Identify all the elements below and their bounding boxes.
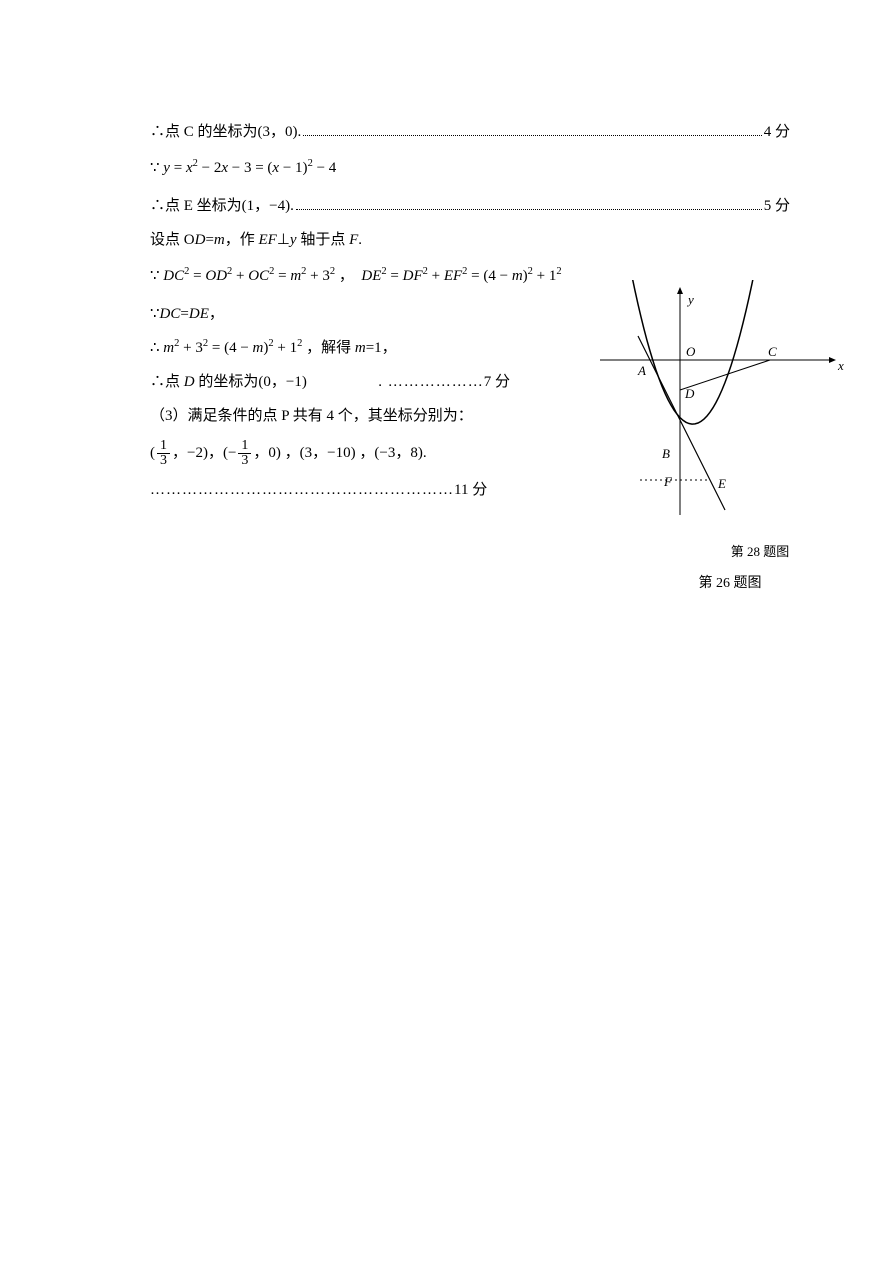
leader-dots: …………………………………………………	[150, 482, 454, 498]
line-final-score: …………………………………………………11 分	[150, 478, 570, 502]
label-O: O	[686, 344, 696, 359]
text: ∵ DC2 = OD2 + OC2 = m2 + 32 ， DE2 = DF2 …	[150, 268, 562, 284]
label-y: y	[686, 292, 694, 307]
text: ∴ m2 + 32 = (4 − m)2 + 12 ，解得 m=1，	[150, 340, 397, 356]
text-column: ∴点 C 的坐标为(3，0). 4 分 ∵ y = x2 − 2x − 3 = …	[150, 120, 570, 502]
line-solve-m: ∴ m2 + 32 = (4 − m)2 + 12 ，解得 m=1，	[150, 336, 570, 360]
text: ∵ y = x2 − 2x − 3 = (x − 1)2 − 4	[150, 160, 336, 176]
caption-28: 第 28 题图	[650, 541, 870, 560]
figure-26: y x O A C D B F E 第 28 题图 第 26 题图	[590, 280, 870, 592]
line-setup: 设点 OD=m，作 EF⊥y 轴于点 F.	[150, 228, 570, 252]
score-mark: 7 分	[484, 370, 510, 394]
label-A: A	[637, 363, 646, 378]
text: （3）满足条件的点 P 共有 4 个，其坐标分别为：	[150, 408, 473, 424]
label-x: x	[837, 358, 844, 373]
label-D: D	[684, 386, 695, 401]
solution-content: ∴点 C 的坐标为(3，0). 4 分 ∵ y = x2 − 2x − 3 = …	[150, 120, 772, 502]
label-E: E	[717, 476, 726, 491]
line-part3: （3）满足条件的点 P 共有 4 个，其坐标分别为：	[150, 404, 570, 428]
text: ∴点 E 坐标为(1，−4).	[150, 194, 294, 218]
score-mark: 5 分	[764, 194, 790, 218]
caption-26: 第 26 题图	[590, 572, 870, 592]
label-F: F	[663, 474, 673, 489]
line-d-coord: ∴点 D 的坐标为(0，−1) . ……………… 7 分	[150, 370, 510, 394]
score-mark: 11 分	[454, 482, 487, 498]
label-C: C	[768, 344, 777, 359]
line-c-coord: ∴点 C 的坐标为(3，0). 4 分	[150, 120, 790, 144]
line-p-coords: (13，−2)，(−13，0) ，(3，−10) ，(−3，8).	[150, 438, 570, 468]
text: ∵DC=DE，	[150, 306, 224, 322]
score-mark: 4 分	[764, 120, 790, 144]
line-dc-de: ∵ DC2 = OD2 + OC2 = m2 + 32 ， DE2 = DF2 …	[150, 264, 570, 288]
parabola-svg: y x O A C D B F E	[590, 280, 850, 540]
leader-dots: . ………………	[378, 370, 484, 394]
text: (13，−2)，(−13，0) ，(3，−10) ，(−3，8).	[150, 445, 427, 461]
text: 设点 OD=m，作 EF⊥y 轴于点 F.	[150, 232, 362, 248]
leader-dots	[296, 198, 762, 210]
line-e-coord: ∴点 E 坐标为(1，−4). 5 分	[150, 194, 790, 218]
label-B: B	[662, 446, 670, 461]
text: ∴点 C 的坐标为(3，0).	[150, 120, 301, 144]
line-equation: ∵ y = x2 − 2x − 3 = (x − 1)2 − 4	[150, 156, 570, 180]
text: ∴点 D 的坐标为(0，−1)	[150, 370, 307, 394]
line-dcde-equal: ∵DC=DE，	[150, 302, 570, 326]
leader-dots	[303, 124, 761, 136]
